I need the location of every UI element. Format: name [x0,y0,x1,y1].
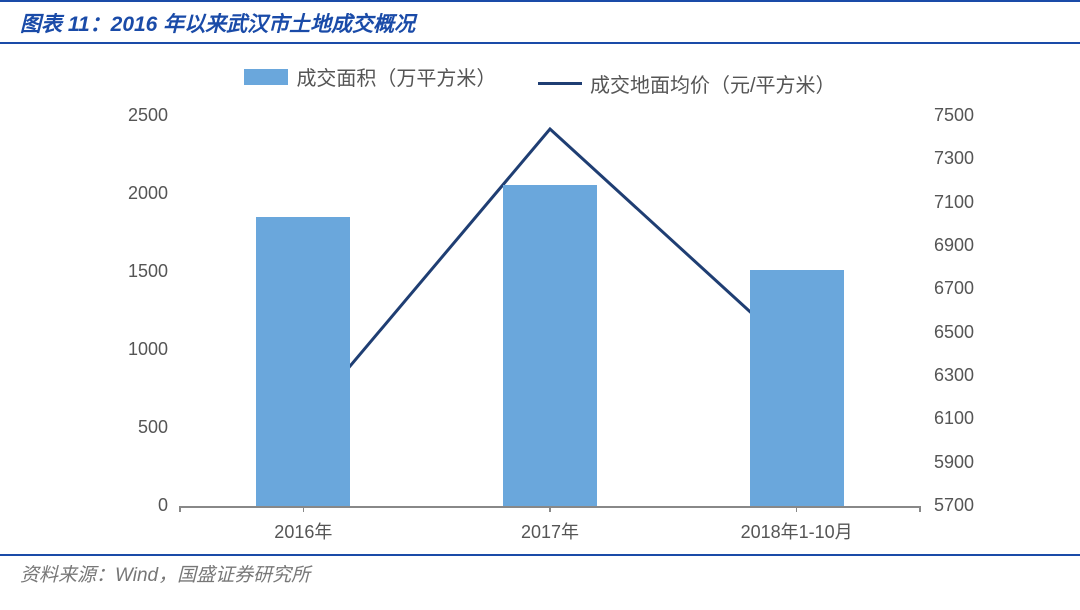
plot-area: 0500100015002000250057005900610063006500… [180,116,920,506]
legend-label-line: 成交地面均价（元/平方米） [590,69,836,98]
legend: 成交面积（万平方米） 成交地面均价（元/平方米） [0,62,1080,98]
bar [503,185,597,506]
legend-item-bar: 成交面积（万平方米） [244,62,496,91]
legend-swatch-line [538,82,582,85]
y-left-tick-label: 500 [108,417,168,438]
y-right-tick-label: 6900 [934,235,994,256]
y-right-tick-label: 7500 [934,105,994,126]
chart-area: 成交面积（万平方米） 成交地面均价（元/平方米） 050010001500200… [0,44,1080,554]
legend-swatch-bar [244,69,288,85]
chart-header: 图表 11：2016 年以来武汉市土地成交概况 [0,0,1080,44]
source-label: 资料来源：Wind，国盛证券研究所 [20,565,310,586]
y-left-tick-label: 0 [108,495,168,516]
x-tick [919,506,921,512]
y-right-tick-label: 6500 [934,322,994,343]
y-left-tick-label: 1500 [108,261,168,282]
y-right-tick-label: 7300 [934,148,994,169]
chart-footer: 资料来源：Wind，国盛证券研究所 [0,554,1080,591]
y-left-tick-label: 1000 [108,339,168,360]
y-right-tick-label: 7100 [934,192,994,213]
y-right-tick-label: 5900 [934,452,994,473]
y-left-tick-label: 2500 [108,105,168,126]
chart-title: 图表 11：2016 年以来武汉市土地成交概况 [20,8,1060,38]
x-tick-label: 2018年1-10月 [741,518,853,544]
x-tick-label: 2016年 [274,518,332,544]
bar [256,217,350,506]
x-tick [549,506,551,512]
x-tick [796,506,798,512]
y-left-tick-label: 2000 [108,183,168,204]
y-right-tick-label: 6100 [934,408,994,429]
x-tick-label: 2017年 [521,518,579,544]
y-right-tick-label: 6300 [934,365,994,386]
y-right-tick-label: 5700 [934,495,994,516]
x-tick [179,506,181,512]
legend-label-bar: 成交面积（万平方米） [296,62,496,91]
bar [750,270,844,506]
y-right-tick-label: 6700 [934,278,994,299]
legend-item-line: 成交地面均价（元/平方米） [538,69,836,98]
x-tick [303,506,305,512]
